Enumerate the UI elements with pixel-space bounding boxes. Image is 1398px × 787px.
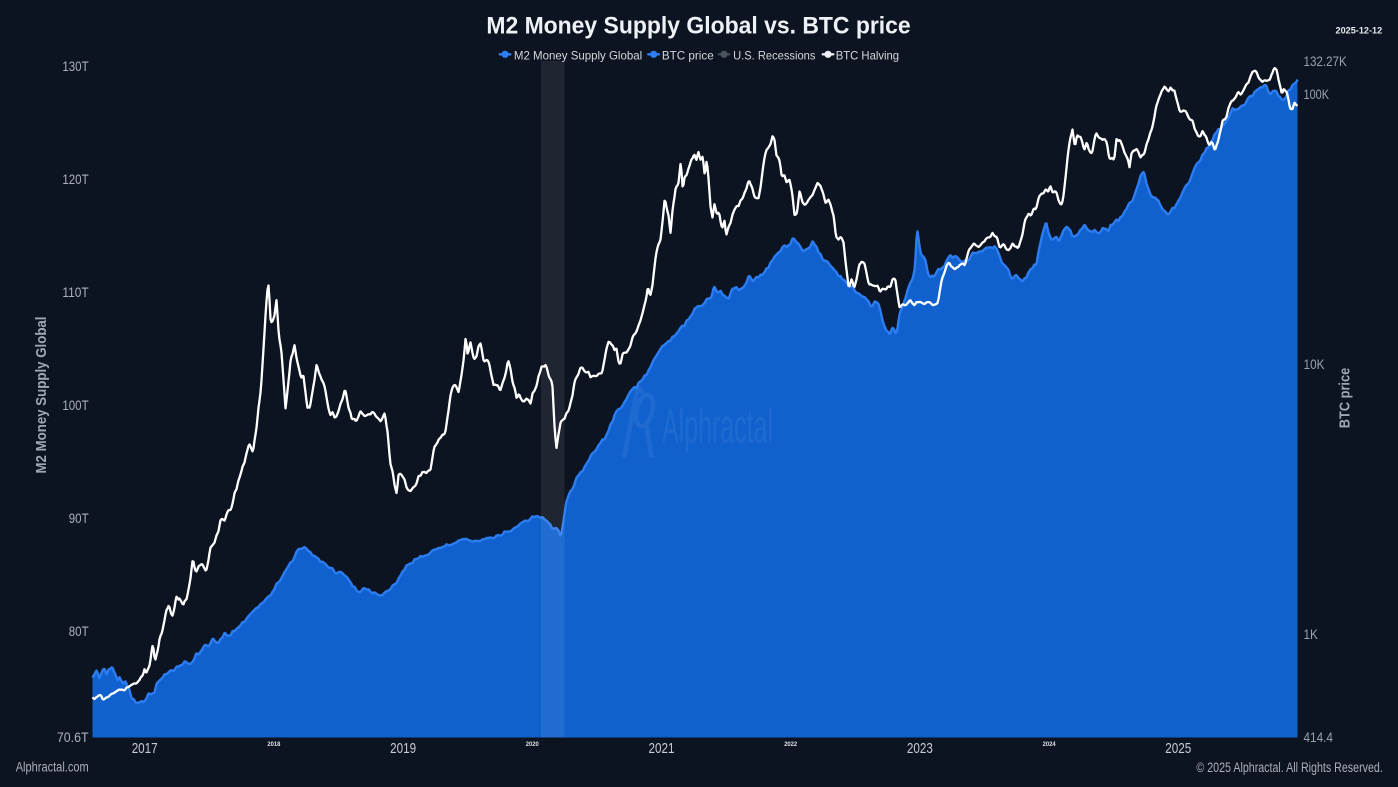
svg-text:U.S. Recessions: U.S. Recessions bbox=[733, 49, 815, 63]
svg-text:110T: 110T bbox=[62, 285, 89, 300]
svg-text:BTC price: BTC price bbox=[1338, 368, 1354, 429]
svg-text:100T: 100T bbox=[62, 398, 89, 413]
svg-text:2022: 2022 bbox=[784, 742, 798, 748]
svg-text:70.6T: 70.6T bbox=[57, 730, 89, 745]
svg-text:Alphractal.com: Alphractal.com bbox=[16, 760, 89, 775]
svg-text:132.27K: 132.27K bbox=[1304, 54, 1347, 69]
svg-text:BTC Halving: BTC Halving bbox=[836, 49, 899, 63]
svg-text:1K: 1K bbox=[1304, 627, 1318, 642]
svg-text:BTC price: BTC price bbox=[662, 49, 714, 63]
svg-text:2025-12-12: 2025-12-12 bbox=[1336, 25, 1383, 36]
svg-text:Alphractal: Alphractal bbox=[662, 401, 773, 454]
svg-text:130T: 130T bbox=[62, 59, 89, 74]
svg-text:M2 Money Supply Global: M2 Money Supply Global bbox=[34, 317, 50, 474]
svg-text:© 2025 Alphractal. All Rights: © 2025 Alphractal. All Rights Reserved. bbox=[1196, 760, 1382, 775]
svg-text:100K: 100K bbox=[1304, 87, 1330, 102]
svg-text:2021: 2021 bbox=[649, 741, 675, 757]
svg-text:414.4: 414.4 bbox=[1304, 730, 1334, 745]
svg-text:M2 Money Supply Global: M2 Money Supply Global bbox=[514, 49, 642, 63]
svg-text:2024: 2024 bbox=[1043, 742, 1057, 748]
svg-text:2018: 2018 bbox=[267, 742, 281, 748]
svg-text:90T: 90T bbox=[69, 511, 89, 526]
svg-text:M2 Money Supply Global vs. BTC: M2 Money Supply Global vs. BTC price bbox=[486, 12, 910, 39]
svg-text:80T: 80T bbox=[69, 624, 89, 639]
svg-text:2019: 2019 bbox=[390, 741, 416, 757]
svg-text:2020: 2020 bbox=[526, 742, 540, 748]
svg-text:2025: 2025 bbox=[1165, 741, 1191, 757]
svg-text:120T: 120T bbox=[62, 172, 89, 187]
svg-text:2023: 2023 bbox=[907, 741, 933, 757]
svg-text:10K: 10K bbox=[1304, 357, 1325, 372]
svg-text:2017: 2017 bbox=[132, 741, 158, 757]
